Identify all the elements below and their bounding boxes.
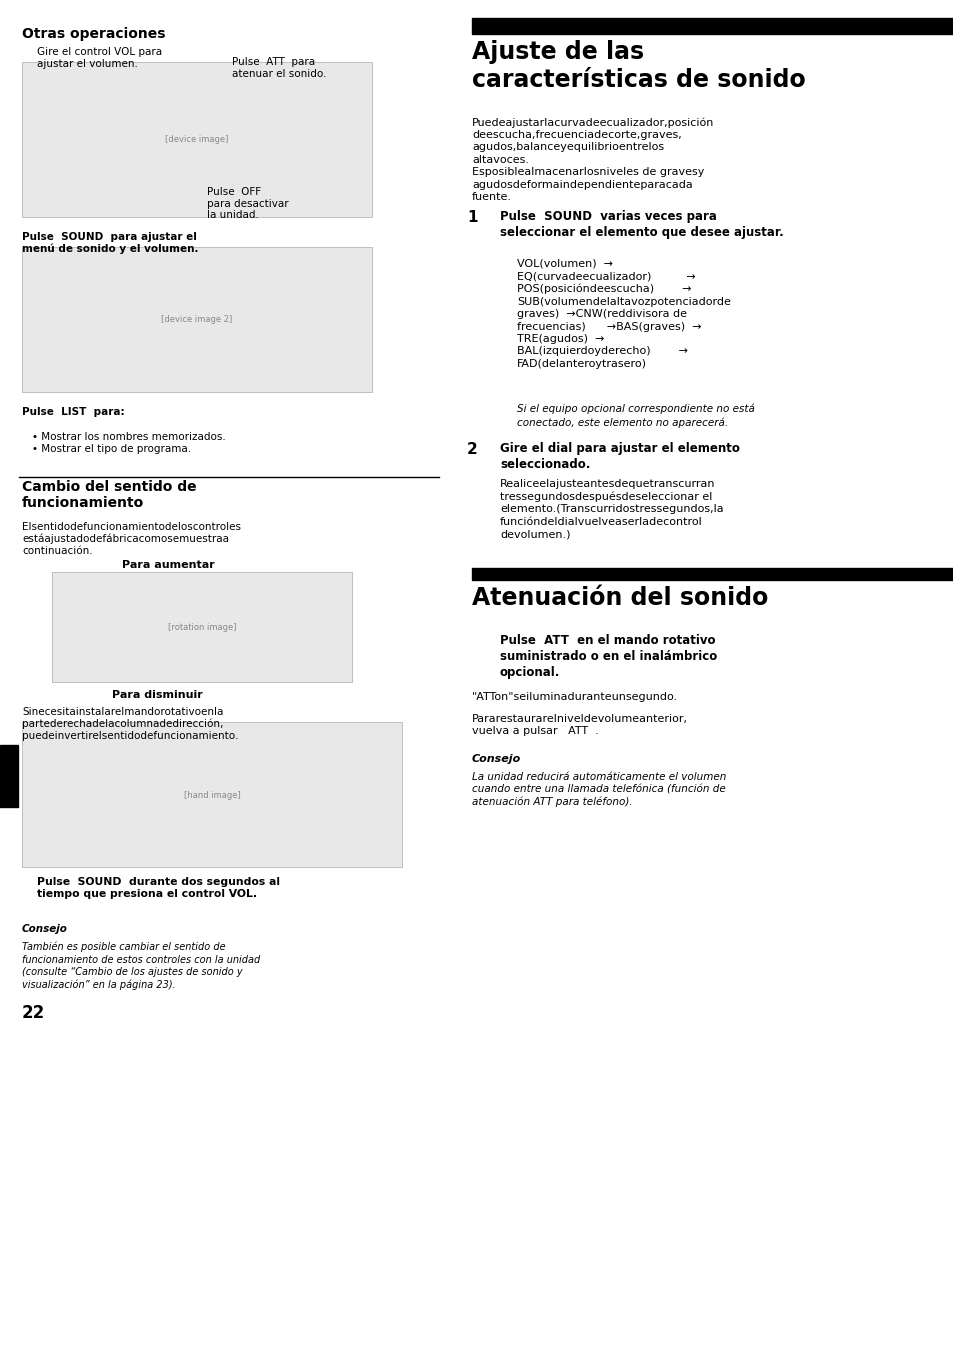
Text: [hand image]: [hand image] [183, 791, 240, 799]
Text: Para disminuir: Para disminuir [112, 690, 203, 700]
Text: [device image]: [device image] [165, 135, 229, 145]
Text: La unidad reducirá automáticamente el volumen
cuando entre una llamada telefónic: La unidad reducirá automáticamente el vo… [472, 772, 725, 807]
Text: 22: 22 [22, 1005, 45, 1022]
Text: 1: 1 [467, 210, 477, 224]
Text: "ATTon"seiluminaduranteunsegundo.: "ATTon"seiluminaduranteunsegundo. [472, 692, 678, 702]
Text: Para aumentar: Para aumentar [122, 560, 214, 571]
Bar [0, 745, 18, 807]
Text: Pulse  ATT  para
atenuar el sonido.: Pulse ATT para atenuar el sonido. [232, 57, 326, 78]
Text: Pulse  SOUND  para ajustar el
menú de sonido y el volumen.: Pulse SOUND para ajustar el menú de soni… [22, 233, 198, 254]
Text: Sinecesitainstalarelmandorotativoenla
partederechadelacolumnadedirección,
puedei: Sinecesitainstalarelmandorotativoenla pa… [22, 707, 238, 741]
Text: [device image 2]: [device image 2] [161, 315, 233, 324]
Text: Consejo: Consejo [22, 923, 68, 934]
Bar [22, 247, 372, 392]
Text: Consejo: Consejo [472, 754, 520, 764]
Text: Cambio del sentido de
funcionamiento: Cambio del sentido de funcionamiento [22, 480, 196, 510]
Text: Elsentidodefuncionamientodeloscontroles
estáajustadodefábricacomosemuestraa
cont: Elsentidodefuncionamientodeloscontroles … [22, 522, 241, 556]
Text: Pulse  SOUND  varias veces para
seleccionar el elemento que desee ajustar.: Pulse SOUND varias veces para selecciona… [499, 210, 783, 239]
Text: 2: 2 [467, 442, 477, 457]
Text: Realiceelajusteantesdequetranscurran
tressegundosdespuésdeseleccionar el
element: Realiceelajusteantesdequetranscurran tre… [499, 479, 723, 539]
Bar [22, 62, 372, 218]
Text: Atenuación del sonido: Atenuación del sonido [472, 585, 767, 610]
Text: Pulse  SOUND  durante dos segundos al
tiempo que presiona el control VOL.: Pulse SOUND durante dos segundos al tiem… [37, 877, 280, 899]
Text: [rotation image]: [rotation image] [168, 622, 236, 631]
Bar [22, 722, 401, 867]
Text: • Mostrar los nombres memorizados.
• Mostrar el tipo de programa.: • Mostrar los nombres memorizados. • Mos… [32, 433, 226, 454]
Text: Ajuste de las
características de sonido: Ajuste de las características de sonido [472, 41, 805, 92]
Bar [472, 18, 953, 34]
Text: Si el equipo opcional correspondiente no está
conectado, este elemento no aparec: Si el equipo opcional correspondiente no… [517, 404, 754, 427]
Text: Otras operaciones: Otras operaciones [22, 27, 165, 41]
Text: Puedeajustarlacurvadeecualizador,posición
deescucha,frecuenciadecorte,graves,
ag: Puedeajustarlacurvadeecualizador,posició… [472, 118, 714, 201]
Text: Pulse  OFF 
para desactivar
la unidad.: Pulse OFF para desactivar la unidad. [207, 187, 289, 220]
Text: Gire el dial para ajustar el elemento
seleccionado.: Gire el dial para ajustar el elemento se… [499, 442, 740, 470]
Text: Pulse  ATT  en el mando rotativo
suministrado o en el inalámbrico
opcional.: Pulse ATT en el mando rotativo suministr… [499, 634, 717, 679]
Text: VOL(volumen)  →
EQ(curvadeecualizador)          →
POS(posicióndeescucha)        : VOL(volumen) → EQ(curvadeecualizador) → … [517, 260, 730, 369]
Bar [52, 572, 352, 681]
Text: Gire el control VOL para
ajustar el volumen.: Gire el control VOL para ajustar el volu… [37, 47, 162, 69]
Text: También es posible cambiar el sentido de
funcionamiento de estos controles con l: También es posible cambiar el sentido de… [22, 942, 260, 991]
Text: Pararestaurarelniveldevolumeanterior,
vuelva a pulsar   ATT  .: Pararestaurarelniveldevolumeanterior, vu… [472, 714, 687, 737]
Text: Pulse  LIST  para:: Pulse LIST para: [22, 407, 125, 416]
Bar [472, 568, 953, 580]
